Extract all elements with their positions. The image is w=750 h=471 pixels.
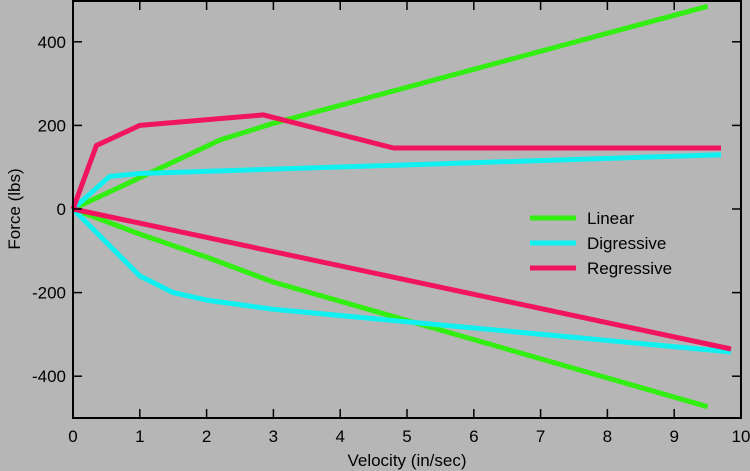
x-tick-label: 9 <box>669 427 678 446</box>
x-tick-label: 7 <box>536 427 545 446</box>
x-tick-label: 0 <box>68 427 77 446</box>
x-tick-label: 2 <box>202 427 211 446</box>
x-axis-label: Velocity (in/sec) <box>347 451 466 470</box>
y-axis-label: Force (lbs) <box>5 168 24 249</box>
y-tick-label: 400 <box>38 33 66 52</box>
series-line-linear-0 <box>71 3 709 212</box>
y-tick-label: 200 <box>38 116 66 135</box>
series-line-regressive-5 <box>72 206 732 352</box>
plot-area <box>73 0 741 418</box>
legend-label-linear: Linear <box>587 209 635 228</box>
legend-label-regressive: Regressive <box>587 259 672 278</box>
series-line-regressive-4 <box>70 112 721 210</box>
x-tick-label: 1 <box>135 427 144 446</box>
x-tick-label: 5 <box>402 427 411 446</box>
legend: Linear Digressive Regressive <box>530 209 672 278</box>
legend-label-digressive: Digressive <box>587 234 666 253</box>
x-tick-label: 4 <box>335 427 344 446</box>
x-tick-label: 3 <box>269 427 278 446</box>
x-tick-label: 8 <box>603 427 612 446</box>
y-tick-label: 0 <box>57 200 66 219</box>
series-layer <box>70 3 732 410</box>
y-tick-label: -400 <box>32 367 66 386</box>
ticks-layer: 0 1 2 3 4 5 6 7 8 9 10 -400 -200 0 200 400 <box>32 1 750 446</box>
y-tick-label: -200 <box>32 284 66 303</box>
series-line-digressive-2 <box>71 152 722 211</box>
x-tick-label: 10 <box>732 427 750 446</box>
x-tick-label: 6 <box>469 427 478 446</box>
series-line-digressive-3 <box>71 207 732 355</box>
